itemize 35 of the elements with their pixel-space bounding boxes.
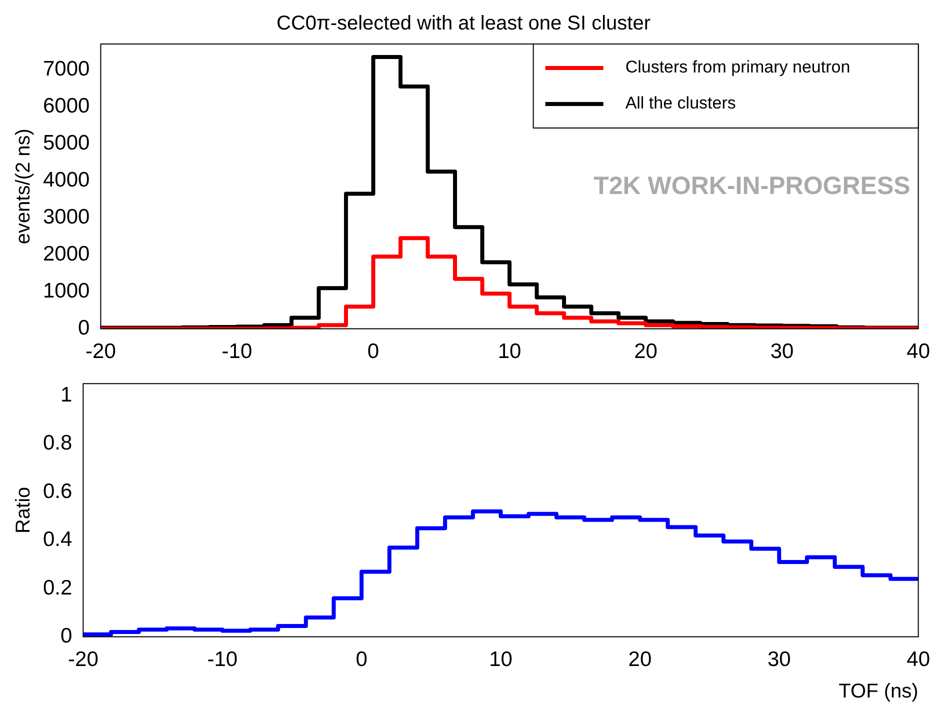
annotation: T2K WORK-IN-PROGRESS xyxy=(594,172,910,200)
x-tick-label: 40 xyxy=(906,648,930,672)
legend-label: Clusters from primary neutron xyxy=(625,58,850,77)
y-tick-label: 3000 xyxy=(43,206,90,229)
y-tick-label: 0 xyxy=(78,316,90,340)
x-tick-label: 10 xyxy=(489,648,512,672)
y-tick-label: 6000 xyxy=(43,94,90,118)
x-tick-label: 10 xyxy=(498,340,522,364)
x-tick-label: 0 xyxy=(367,340,380,364)
x-tick-label: 40 xyxy=(906,340,930,364)
y-tick-label: 0.4 xyxy=(42,528,73,552)
y-axis-title: events/(2 ns) xyxy=(12,128,35,244)
x-tick-label: -20 xyxy=(86,340,116,364)
y-tick-label: 5000 xyxy=(43,132,90,155)
legend-label: All the clusters xyxy=(625,94,736,113)
y-tick-label: 0.8 xyxy=(42,432,72,455)
x-tick-label: -10 xyxy=(207,648,238,672)
x-tick-label: 20 xyxy=(634,340,658,364)
chart-title: CC0π-selected with at least one SI cluster xyxy=(276,12,651,35)
y-tick-label: 1000 xyxy=(43,280,90,303)
x-tick-label: 0 xyxy=(356,648,368,672)
y-tick-label: 7000 xyxy=(43,58,90,81)
x-tick-label: 20 xyxy=(628,648,652,672)
y-tick-label: 0.6 xyxy=(42,480,72,503)
y-tick-label: 2000 xyxy=(43,242,90,266)
y-tick-label: 0 xyxy=(60,624,72,648)
x-tick-label: 30 xyxy=(767,648,791,672)
x-axis-title: TOF (ns) xyxy=(838,680,918,703)
y-tick-label: 0.2 xyxy=(42,576,72,600)
x-tick-label: -10 xyxy=(222,340,252,364)
y-tick-label: 1 xyxy=(60,383,72,406)
x-tick-label: 30 xyxy=(770,340,794,364)
y-axis-title: Ratio xyxy=(12,486,35,534)
x-tick-label: -20 xyxy=(68,648,98,672)
y-tick-label: 4000 xyxy=(43,168,90,192)
